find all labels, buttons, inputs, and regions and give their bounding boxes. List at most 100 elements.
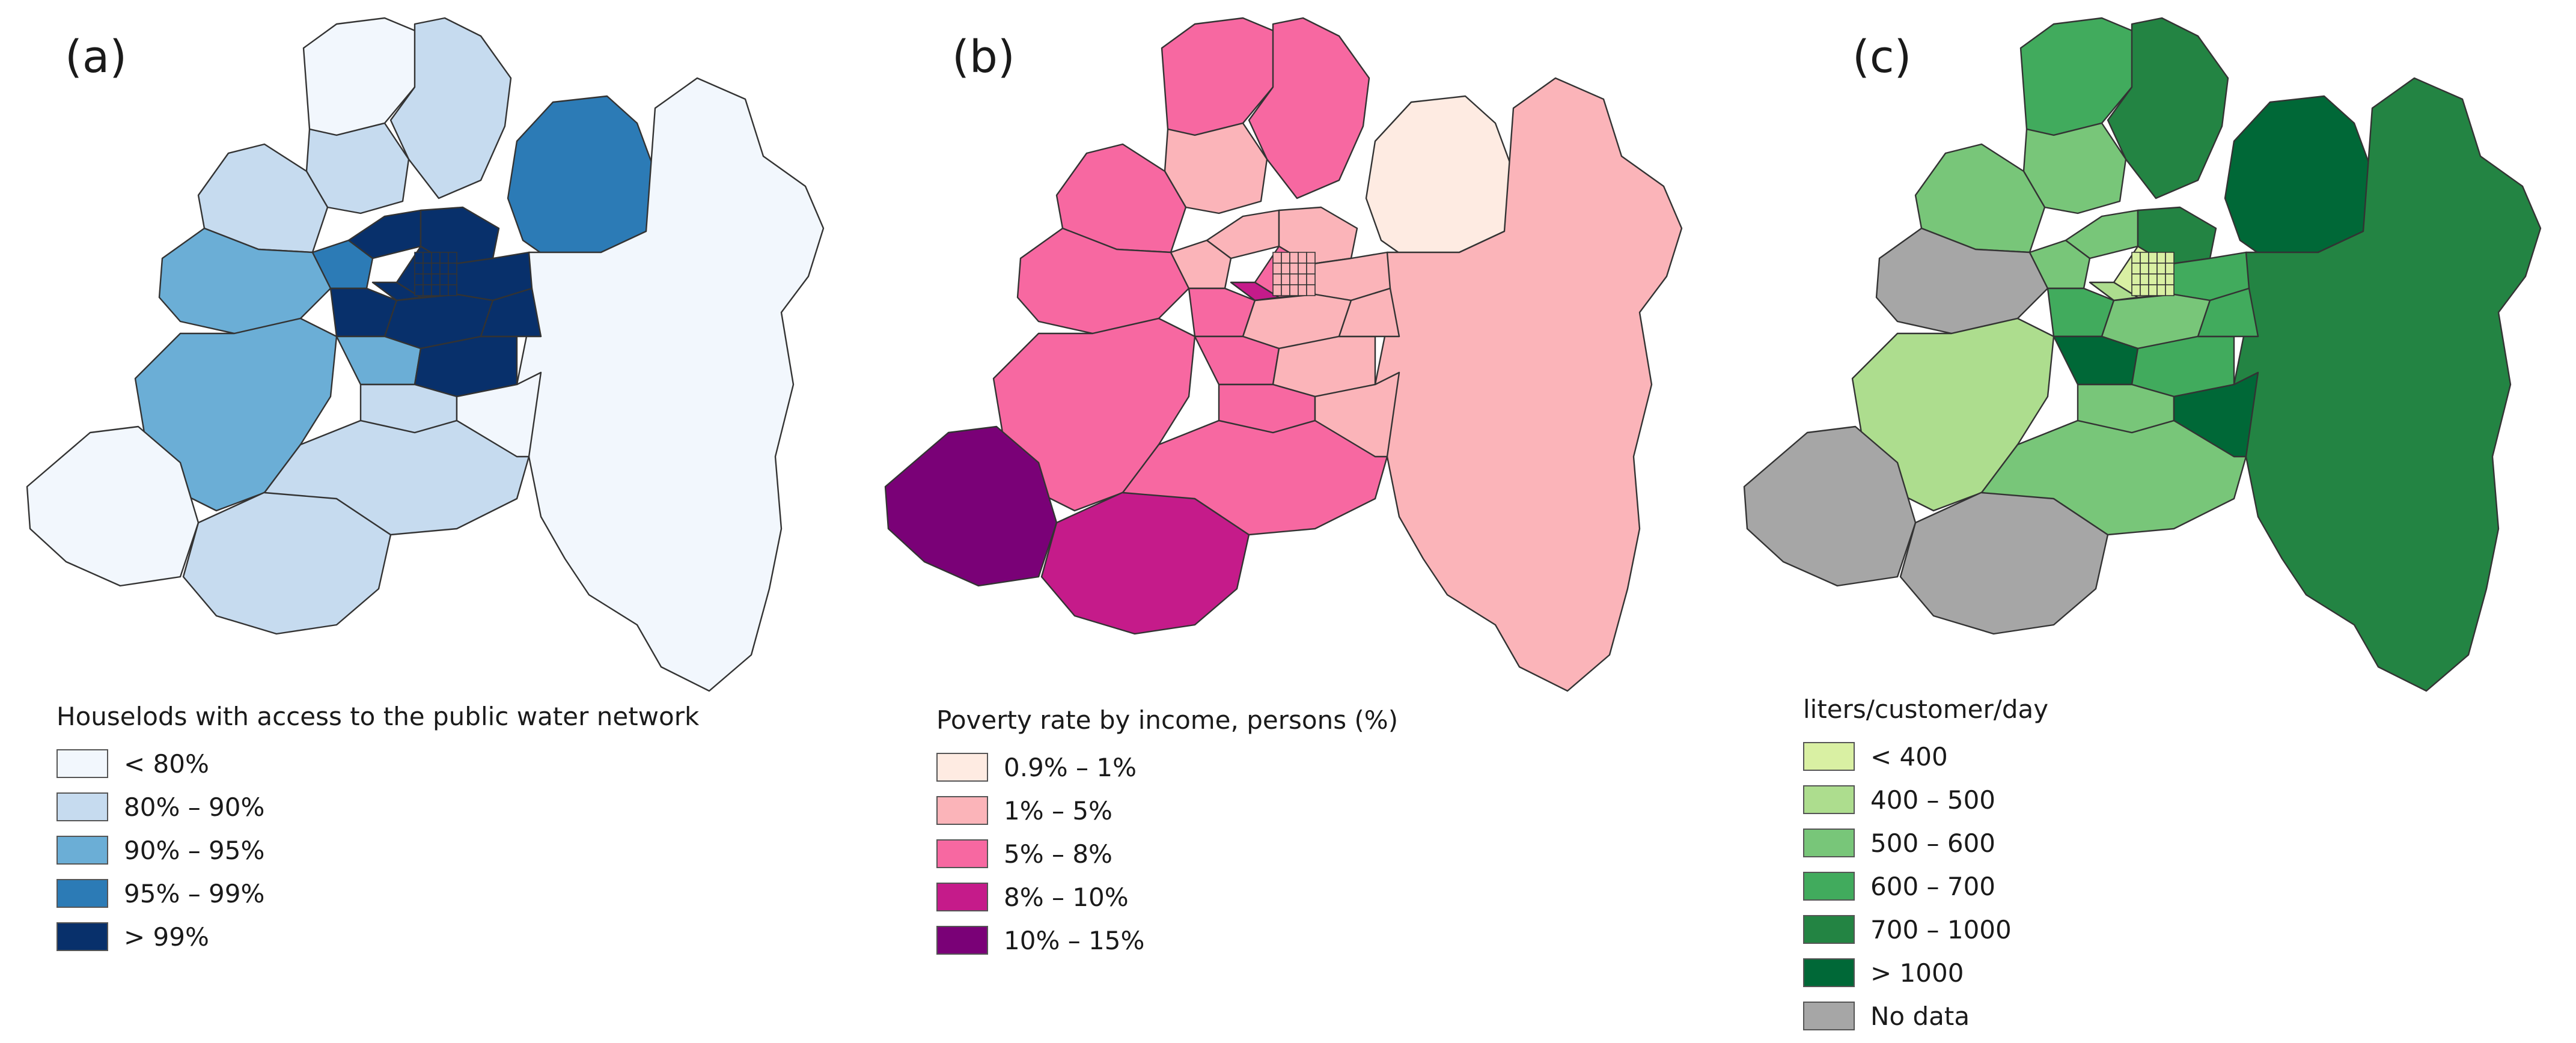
central-comuna-cell bbox=[2156, 263, 2166, 275]
legend-item: 95% – 99% bbox=[56, 872, 699, 915]
comuna-region bbox=[2053, 335, 2139, 386]
central-comuna-cell bbox=[1298, 263, 1307, 275]
central-comuna-cell bbox=[1306, 252, 1316, 264]
central-comuna-cell bbox=[448, 252, 457, 264]
comuna-region bbox=[1016, 227, 1190, 335]
legend-label: 600 – 700 bbox=[1870, 871, 1996, 901]
legend-swatch bbox=[56, 879, 108, 908]
comuna-region bbox=[884, 425, 1058, 587]
central-comuna-cell bbox=[2140, 263, 2149, 275]
legend-item: 700 – 1000 bbox=[1803, 908, 2048, 951]
legend-item: > 1000 bbox=[1803, 951, 2048, 994]
comuna-region bbox=[1194, 335, 1280, 386]
legend-items: 0.9% – 1% 1% – 5% 5% – 8% 8% – 10% 10% – 15% bbox=[936, 746, 1398, 962]
legend-item: 400 – 500 bbox=[1803, 778, 2048, 821]
central-comuna-cell bbox=[2140, 273, 2149, 285]
central-comuna-cell bbox=[1272, 273, 1282, 285]
legend-label: No data bbox=[1870, 1001, 1970, 1031]
legend-swatch bbox=[1803, 1002, 1855, 1030]
legend-label: 5% – 8% bbox=[1004, 839, 1113, 869]
comuna-region bbox=[26, 425, 200, 587]
legend-swatch bbox=[56, 749, 108, 778]
central-comuna-cell bbox=[1298, 284, 1307, 296]
legend-swatch bbox=[936, 883, 988, 911]
central-comuna-cell bbox=[2156, 252, 2166, 264]
legend-swatch bbox=[56, 922, 108, 951]
central-comuna-cell bbox=[2131, 273, 2141, 285]
legend-item: 5% – 8% bbox=[936, 832, 1398, 875]
central-comuna-cell bbox=[1306, 284, 1316, 296]
legend-item: 500 – 600 bbox=[1803, 821, 2048, 865]
legend-label: < 400 bbox=[1870, 741, 1948, 771]
comuna-region bbox=[1743, 425, 1917, 587]
legend-label: 0.9% – 1% bbox=[1004, 752, 1137, 782]
comuna-region bbox=[335, 335, 422, 386]
central-comuna-cell bbox=[2156, 284, 2166, 296]
legend-title: Houselods with access to the public wate… bbox=[56, 702, 700, 731]
map-panel-a: (a) Houselods with access to the public … bbox=[0, 0, 858, 1043]
central-comuna-cell bbox=[1281, 252, 1290, 264]
central-comuna-cell bbox=[448, 273, 457, 285]
comuna-region bbox=[456, 371, 542, 458]
choropleth-map-c bbox=[1743, 17, 2542, 692]
legend-item: 0.9% – 1% bbox=[936, 746, 1398, 789]
legend-swatch bbox=[56, 836, 108, 865]
comuna-region bbox=[480, 287, 542, 338]
comuna-region bbox=[1248, 17, 1370, 199]
comuna-region bbox=[1314, 371, 1400, 458]
central-comuna-cell bbox=[2140, 252, 2149, 264]
legend-label: 1% – 5% bbox=[1004, 795, 1113, 826]
central-comuna-cell bbox=[1272, 263, 1282, 275]
central-comuna-cell bbox=[2165, 284, 2175, 296]
comuna-region bbox=[2107, 17, 2229, 199]
legend-title: liters/customer/day bbox=[1803, 695, 2049, 724]
map-legend: Houselods with access to the public wate… bbox=[56, 702, 699, 958]
comuna-region bbox=[2173, 371, 2259, 458]
map-panel-c: (c) liters/customer/day < 400 400 – 500 50… bbox=[1717, 0, 2576, 1043]
choropleth-map-a bbox=[26, 17, 825, 692]
legend-label: 400 – 500 bbox=[1870, 785, 1996, 815]
legend-swatch bbox=[1803, 829, 1855, 857]
legend-item: 8% – 10% bbox=[936, 875, 1398, 919]
legend-label: > 99% bbox=[124, 922, 209, 952]
legend-title: Poverty rate by income, persons (%) bbox=[936, 705, 1399, 735]
central-comuna-cell bbox=[2148, 263, 2158, 275]
central-comuna-cell bbox=[1298, 252, 1307, 264]
central-comuna-cell bbox=[1306, 273, 1316, 285]
central-comuna-cell bbox=[431, 263, 441, 275]
central-comuna-cell bbox=[2131, 284, 2141, 296]
central-comuna-cell bbox=[431, 284, 441, 296]
legend-label: 10% – 15% bbox=[1004, 925, 1145, 955]
map-panel-b: (b) Poverty rate by income, persons (%) … bbox=[858, 0, 1717, 1043]
legend-item: 1% – 5% bbox=[936, 789, 1398, 832]
central-comuna-cell bbox=[423, 273, 432, 285]
central-comuna-cell bbox=[439, 263, 449, 275]
central-comuna-cell bbox=[448, 284, 457, 296]
central-comuna-cell bbox=[1281, 273, 1290, 285]
comuna-region bbox=[2028, 239, 2091, 290]
comuna-region bbox=[1170, 239, 1232, 290]
central-comuna-cell bbox=[2140, 284, 2149, 296]
comuna-region bbox=[2197, 287, 2259, 338]
comuna-region bbox=[1374, 77, 1683, 692]
central-comuna-cell bbox=[2148, 273, 2158, 285]
legend-swatch bbox=[936, 796, 988, 825]
legend-label: 80% – 90% bbox=[124, 792, 265, 822]
legend-swatch bbox=[1803, 958, 1855, 987]
central-comuna-cell bbox=[439, 284, 449, 296]
legend-swatch bbox=[936, 839, 988, 868]
central-comuna-cell bbox=[431, 252, 441, 264]
legend-label: 500 – 600 bbox=[1870, 828, 1996, 858]
central-comuna-cell bbox=[1289, 284, 1299, 296]
panel-label: (a) bbox=[65, 31, 127, 83]
central-comuna-cell bbox=[1272, 252, 1282, 264]
legend-item: > 99% bbox=[56, 915, 699, 958]
central-comuna-cell bbox=[414, 252, 424, 264]
central-comuna-cell bbox=[1298, 273, 1307, 285]
legend-item: 90% – 95% bbox=[56, 829, 699, 872]
comuna-region bbox=[1230, 281, 1280, 302]
central-comuna-cell bbox=[2165, 252, 2175, 264]
comuna-region bbox=[371, 281, 422, 302]
legend-swatch bbox=[56, 792, 108, 821]
panel-label: (b) bbox=[952, 31, 1015, 83]
